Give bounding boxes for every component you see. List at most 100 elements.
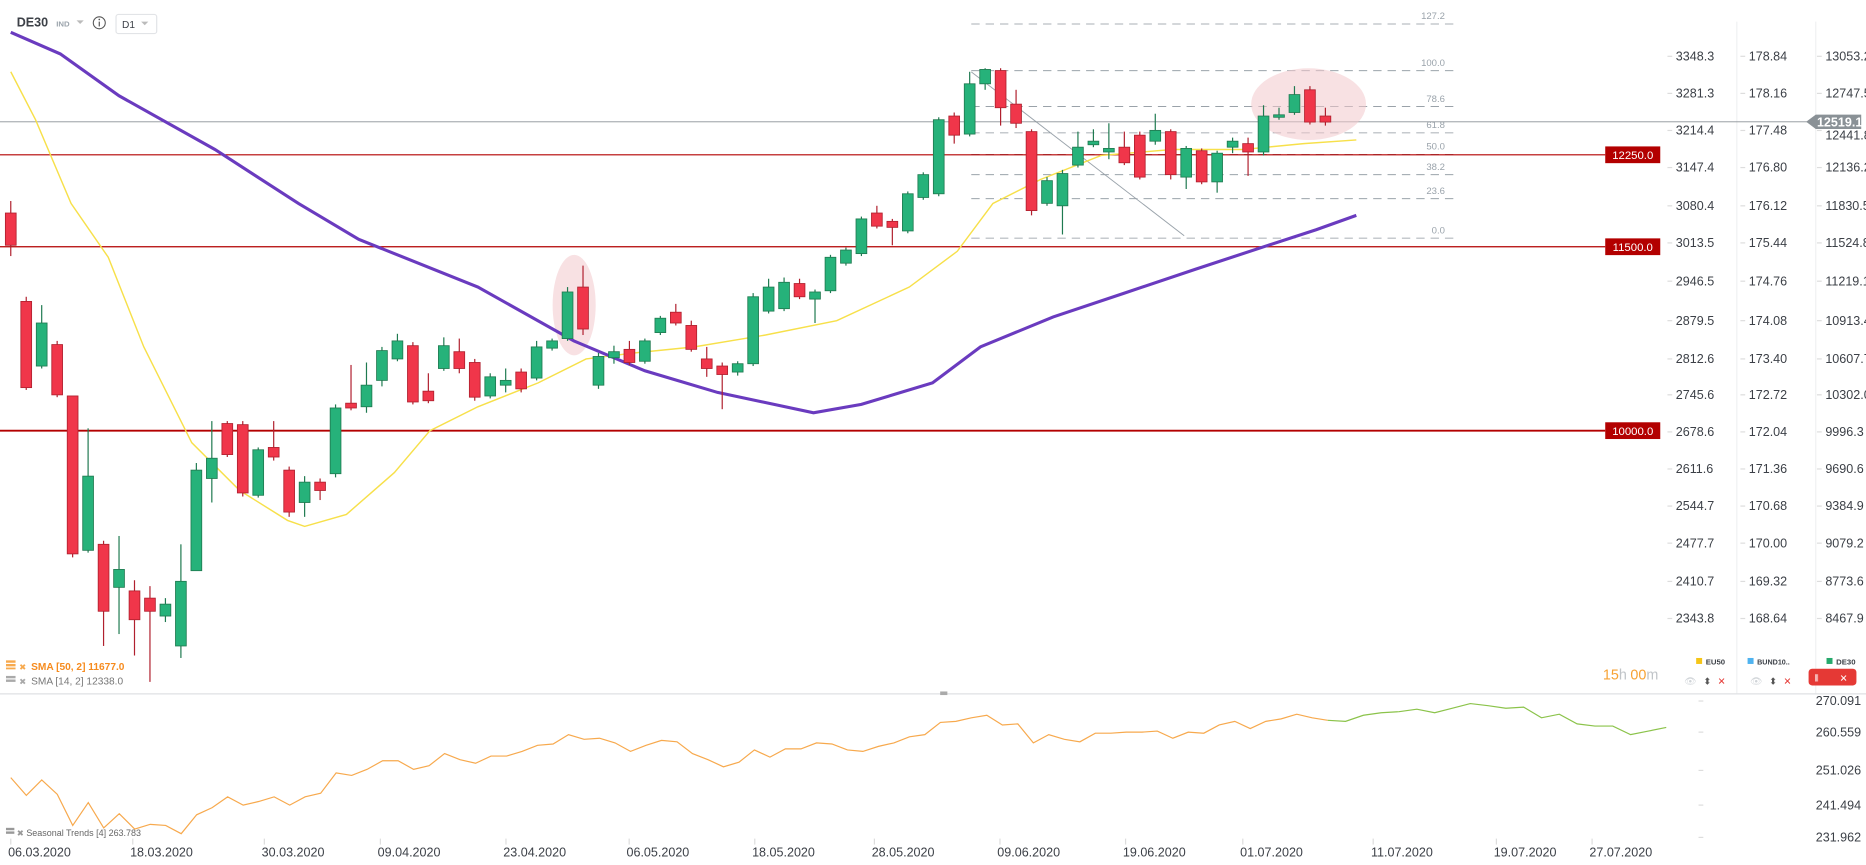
candle-body — [654, 317, 667, 333]
candle-body — [623, 348, 636, 363]
instrument-eu50[interactable]: EU50 👁 ⬍ ✕ — [1684, 658, 1725, 688]
candle-body — [221, 423, 234, 455]
bullish-candle — [855, 216, 868, 257]
eu50-axis-label: 3281.3 — [1676, 87, 1714, 101]
panel-resize-handle[interactable] — [940, 691, 948, 696]
candle-body — [51, 344, 63, 396]
fib-level-label: 0.0 — [1432, 225, 1445, 236]
de30-axis-label: 10607.7 — [1825, 352, 1866, 366]
fib-level-label: 38.2 — [1426, 162, 1445, 173]
bullish-candle — [530, 340, 543, 381]
reorder-icon[interactable]: ⬍ — [1769, 676, 1777, 687]
candle-body — [1118, 146, 1131, 164]
date-axis-label: 19.06.2020 — [1123, 846, 1186, 860]
date-axis-label: 11.07.2020 — [1371, 846, 1433, 860]
de30-axis-label: 10913.4 — [1825, 314, 1866, 328]
bearish-candle — [128, 580, 141, 656]
color-swatch — [1826, 657, 1833, 664]
color-swatch — [1747, 657, 1754, 664]
bullish-candle — [438, 337, 450, 371]
bullish-candle — [963, 71, 976, 137]
candle-body — [840, 249, 852, 264]
candle-body — [1041, 180, 1053, 204]
instrument-name: DE30 — [1836, 658, 1855, 667]
bearish-candle — [1118, 131, 1131, 166]
bullish-candle — [1041, 177, 1053, 206]
bund-axis-label: 178.84 — [1749, 49, 1787, 63]
fib-level-label: 127.2 — [1421, 11, 1445, 22]
interval-dropdown[interactable]: D1 — [115, 13, 158, 35]
symbol-label: DE30 — [17, 15, 48, 29]
sma50-legend[interactable]: ✖ SMA [50, 2] 11677.0 — [5, 660, 125, 673]
bullish-candle — [840, 247, 852, 266]
bund-axis-label: 169.32 — [1749, 575, 1787, 589]
candle-body — [608, 351, 620, 359]
bearish-candle — [1319, 107, 1332, 126]
candle-body — [144, 597, 156, 612]
candle-body — [871, 212, 883, 227]
seasonal-legend[interactable]: ✖ Seasonal Trends [4] 263.783 — [5, 827, 141, 838]
bullish-candle — [1226, 137, 1239, 154]
candle-body — [252, 449, 265, 496]
de30-axis-label: 13053.2 — [1825, 49, 1866, 63]
indicator-legend: ✖ SMA [50, 2] 11677.0 ✖ SMA [14, 2] 1233… — [5, 660, 141, 838]
close-icon[interactable]: ✕ — [1718, 676, 1726, 687]
fib-level-label: 100.0 — [1421, 58, 1445, 69]
candlestick-icon: ⫴ — [1815, 673, 1819, 684]
close-icon[interactable]: ✖ — [19, 662, 26, 672]
candle-body — [700, 358, 713, 369]
price-axes[interactable]: 3348.3 3281.3 3214.4 3147.4 3080.4 3013.5 2946… — [1667, 49, 1866, 626]
horizontal-levels[interactable]: 12250.0 11500.0 10000.0 — [0, 121, 1816, 440]
de30-axis-label: 8467.9 — [1825, 612, 1863, 626]
candle-body — [1149, 129, 1162, 142]
bearish-candle — [1010, 89, 1022, 129]
chart-type-button[interactable] — [1808, 668, 1857, 686]
bullish-candle — [917, 172, 930, 200]
eu50-axis-label: 2410.7 — [1676, 575, 1714, 589]
symbol-dropdown-icon[interactable] — [76, 20, 84, 25]
candle-body — [778, 281, 790, 310]
bearish-candle — [236, 421, 249, 497]
bearish-candle — [97, 540, 110, 646]
candle-body — [376, 350, 388, 381]
candle-body — [809, 291, 821, 300]
eu50-axis-label: 2879.5 — [1676, 314, 1714, 328]
instrument-de30[interactable]: DE30 ⫴ ✕ — [1808, 657, 1857, 686]
candle-body — [670, 311, 682, 324]
instrument-bund10[interactable]: BUND10.. 👁 ⬍ ✕ — [1747, 657, 1792, 687]
bearish-candle — [716, 362, 729, 410]
fib-level-label: 50.0 — [1426, 142, 1445, 153]
bullish-candle — [561, 287, 574, 341]
candle-body — [515, 371, 527, 390]
close-icon[interactable]: ✕ — [1783, 676, 1791, 687]
candle-body — [1304, 89, 1316, 123]
close-icon[interactable]: ✖ — [19, 676, 26, 686]
level-price-label: 10000.0 — [1612, 426, 1653, 438]
candle-body — [963, 83, 976, 135]
date-axis[interactable]: 06.03.2020 18.03.2020 30.03.2020 09.04.2020… — [8, 838, 1652, 860]
fibonacci-retracement[interactable]: 127.2 100.0 78.6 61.8 50.0 38.2 23.6 0.0 — [970, 11, 1454, 239]
bund-axis-label: 173.40 — [1749, 352, 1787, 366]
bund-axis-label: 175.44 — [1749, 236, 1787, 250]
candle-body — [886, 220, 899, 228]
fib-level-label: 78.6 — [1426, 94, 1445, 105]
bearish-candle — [948, 112, 961, 144]
candle-body — [1103, 147, 1115, 153]
candle-body — [902, 193, 914, 232]
bearish-candle — [623, 340, 636, 365]
candle-body — [1211, 152, 1223, 183]
bullish-candle — [809, 289, 821, 324]
info-icon[interactable] — [92, 16, 106, 30]
candle-body — [453, 351, 466, 369]
eu50-axis-label: 2946.5 — [1676, 274, 1714, 288]
sma14-legend[interactable]: ✖ SMA [14, 2] 12338.0 — [5, 675, 124, 687]
date-axis-label: 01.07.2020 — [1240, 846, 1303, 860]
close-icon[interactable]: ✖ — [17, 828, 24, 838]
eye-icon[interactable]: 👁 — [1750, 676, 1762, 687]
eye-icon[interactable]: 👁 — [1684, 676, 1696, 687]
close-icon[interactable]: ✕ — [1840, 673, 1848, 684]
reorder-icon[interactable]: ⬍ — [1703, 676, 1711, 687]
candle-body — [1257, 115, 1270, 153]
current-price-label: 12519.1 — [1817, 116, 1862, 130]
